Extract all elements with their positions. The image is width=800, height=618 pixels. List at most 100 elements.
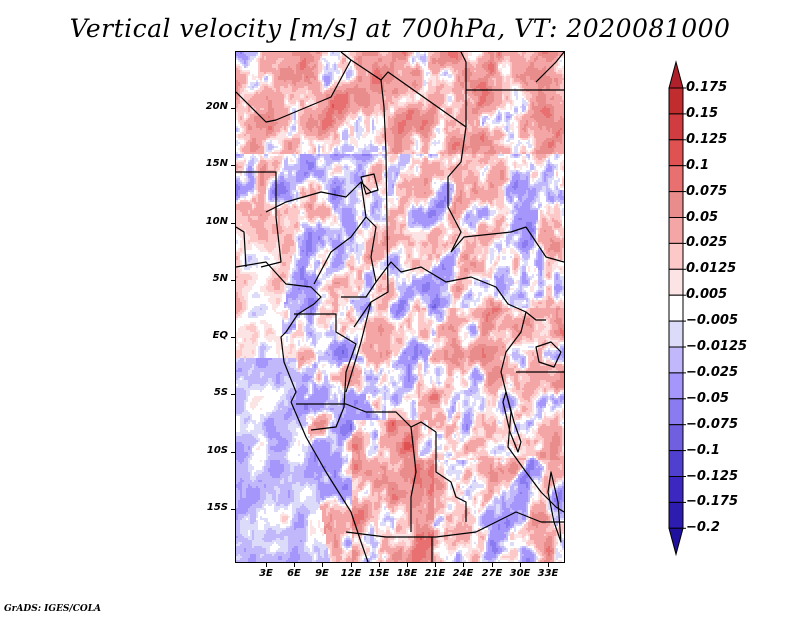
colorbar-segment [668,346,684,374]
x-tick [322,562,323,567]
x-tick-label: 21E [424,568,446,579]
x-tick-label: 24E [452,568,474,579]
y-tick-label: 15N [205,158,228,169]
x-tick-label: 3E [259,568,273,579]
y-tick [231,280,236,281]
colorbar-label: −0.025 [686,365,739,380]
colorbar-segment [668,268,684,296]
x-tick [266,562,267,567]
colorbar-label: −0.05 [686,391,729,406]
colorbar-segment [668,294,684,322]
colorbar-label: −0.075 [686,417,739,432]
x-tick-label: 30E [509,568,531,579]
border-sudan-ssudan [450,226,527,253]
colorbar-segment [668,424,684,452]
colorbar-label: −0.125 [686,469,739,484]
x-tick-label: 18E [396,568,418,579]
chart-title: Vertical velocity [m/s] at 700hPa, VT: 2… [69,14,731,43]
colorbar-label: 0.125 [686,132,728,147]
colorbar-label: −0.1 [686,443,720,458]
y-tick-label: 5S [213,387,228,398]
colorbar-label: −0.2 [686,520,720,535]
colorbar-segment [668,398,684,426]
border-angola-north [296,403,437,433]
x-tick-label: 27E [481,568,503,579]
border-cameroon-car [341,216,377,298]
map-frame [235,51,565,563]
border-niger-chad [353,79,389,328]
colorbar-min-arrow [668,527,684,557]
x-tick-label: 33E [537,568,559,579]
colorbar-segment [668,217,684,244]
grads-credit: GrADS: IGES/COLA [4,604,102,614]
colorbar-segment [668,501,684,529]
lake-victoria [535,341,562,368]
border-ssudan-ethiopia [525,226,564,263]
y-tick [231,509,236,510]
colorbar-segment [668,242,684,270]
y-tick-label: 10N [205,216,228,227]
colorbar-label: −0.005 [686,313,739,328]
colorbar-label: 0.05 [686,210,719,225]
colorbar-label: 0.005 [686,287,728,302]
x-tick-label: 9E [315,568,329,579]
x-tick [435,562,436,567]
border-car-drc [375,261,497,288]
y-tick [231,108,236,109]
colorbar-label: 0.175 [686,80,728,95]
x-tick [463,562,464,567]
border-zambia-mozambique [475,511,564,533]
y-tick [231,223,236,224]
y-tick-label: 10S [206,445,228,456]
border-nigeria-cameroon [313,181,367,285]
colorbar-segment [668,113,684,141]
border-benin [260,216,282,268]
y-tick-label: 15S [206,502,228,513]
colorbar-segment [668,191,684,219]
border-gabon [294,313,357,431]
border-drc-east [500,311,527,473]
colorbar-label: 0.15 [686,106,719,121]
colorbar-label: −0.0125 [686,339,748,354]
x-tick [492,562,493,567]
y-tick [231,337,236,338]
colorbar-label: 0.1 [686,158,710,173]
x-tick [548,562,549,567]
y-tick-label: 5N [212,273,228,284]
coast-angola-namibia [290,401,369,562]
colorbar-segment [668,476,684,503]
border-north-1 [236,52,352,123]
colorbar-segment [668,139,684,167]
y-tick [231,394,236,395]
vertical-velocity-field [236,52,564,562]
y-tick [231,165,236,166]
colorbar-segment [668,450,684,478]
border-angola-east [435,432,467,522]
x-tick [294,562,295,567]
lake-tanganyika [502,391,522,453]
y-tick [231,452,236,453]
border-north-2 [350,52,467,128]
colorbar-label: −0.175 [686,494,739,509]
x-tick-label: 6E [287,568,301,579]
lake-nile-north [535,52,564,83]
colorbar-label: 0.0125 [686,261,737,276]
lake-chad [360,173,379,195]
colorbar-max-arrow [668,60,684,89]
x-tick-label: 15E [368,568,390,579]
y-tick-label: 20N [205,101,228,112]
colorbar-segment [668,87,684,115]
x-tick [520,562,521,567]
border-tanzania-west [525,471,564,513]
colorbar-label: 0.075 [686,184,728,199]
border-angola-zambia [410,426,417,532]
x-tick-label: 12E [340,568,362,579]
colorbar-segment [668,165,684,193]
map-plot-area [236,52,564,562]
border-mali-niger [236,171,277,217]
y-tick-label: EQ [212,330,228,341]
coast-gulf-guinea [236,261,322,403]
border-togo-ghana [236,226,247,268]
colorbar-label: 0.025 [686,235,728,250]
x-tick [379,562,380,567]
